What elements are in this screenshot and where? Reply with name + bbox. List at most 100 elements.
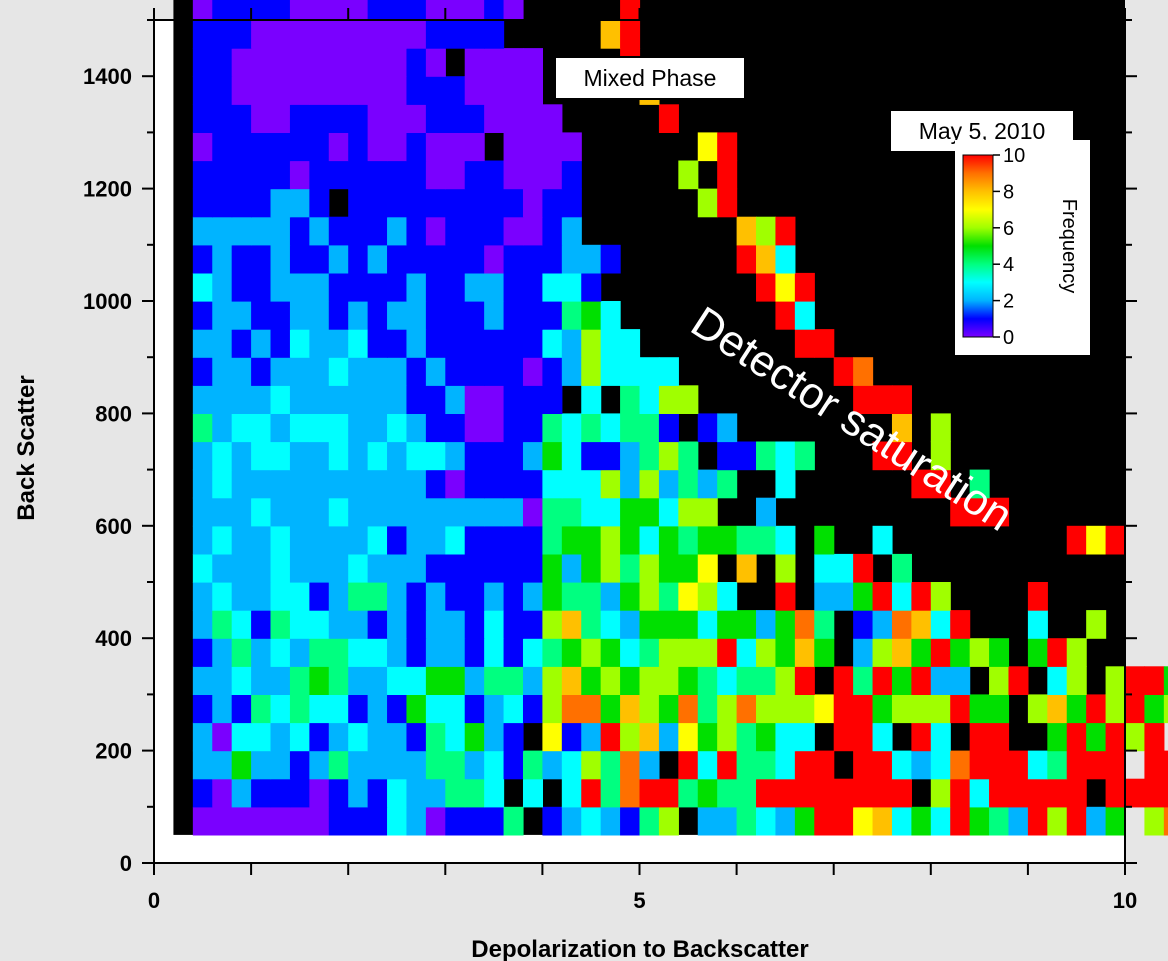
heatmap-cell — [387, 0, 408, 21]
heatmap-cell — [270, 722, 291, 752]
heatmap-cell — [328, 357, 349, 386]
heatmap-cell — [833, 582, 854, 611]
heatmap-cell — [1105, 750, 1126, 780]
heatmap-cell — [387, 525, 408, 555]
heatmap-cell — [561, 722, 582, 752]
heatmap-cell — [658, 722, 679, 752]
heatmap-cell — [212, 469, 233, 499]
heatmap-cell — [775, 722, 796, 752]
heatmap-cell — [270, 638, 291, 667]
heatmap-cell — [464, 160, 485, 190]
heatmap-cell — [522, 638, 543, 667]
y-tick-label: 1400 — [83, 64, 132, 89]
heatmap-cell — [367, 582, 388, 611]
heatmap-cell — [542, 329, 563, 358]
heatmap-cell — [212, 244, 233, 274]
heatmap-cell — [833, 666, 854, 695]
heatmap-cell — [192, 610, 213, 639]
heatmap-cell — [348, 722, 369, 752]
heatmap-cell — [484, 0, 505, 21]
heatmap-cell — [309, 188, 330, 218]
heatmap-cell — [872, 722, 893, 752]
heatmap-cell — [212, 750, 233, 780]
heatmap-cell — [736, 638, 757, 667]
heatmap-cell — [814, 694, 835, 724]
heatmap-cell — [620, 469, 641, 499]
heatmap-cell — [620, 329, 641, 358]
y-tick-label: 0 — [120, 851, 132, 876]
heatmap-cell — [1163, 666, 1168, 695]
heatmap-cell — [328, 497, 349, 527]
heatmap-cell — [425, 48, 446, 77]
heatmap-cell — [678, 750, 699, 780]
heatmap-cell — [658, 413, 679, 443]
heatmap-cell — [425, 329, 446, 358]
heatmap-cell — [231, 750, 252, 780]
heatmap-cell — [989, 806, 1010, 836]
heatmap-cell — [387, 188, 408, 218]
heatmap-cell — [328, 469, 349, 499]
heatmap-cell — [406, 76, 427, 105]
heatmap-cell — [348, 806, 369, 836]
heatmap-cell — [561, 806, 582, 836]
heatmap-cell — [406, 132, 427, 162]
heatmap-cell — [464, 441, 485, 471]
heatmap-cell — [581, 750, 602, 780]
heatmap-cell — [464, 806, 485, 836]
heatmap-cell — [406, 553, 427, 583]
heatmap-cell — [620, 750, 641, 780]
heatmap-cell — [794, 610, 815, 639]
heatmap-cell — [231, 48, 252, 77]
heatmap-cell — [717, 132, 738, 162]
heatmap-cell — [542, 666, 563, 695]
heatmap-cell — [911, 638, 932, 667]
heatmap-cell — [1086, 610, 1107, 639]
heatmap-cell — [309, 160, 330, 190]
heatmap-cell — [445, 160, 466, 190]
heatmap-cell — [212, 132, 233, 162]
heatmap-cell — [212, 272, 233, 302]
heatmap-cell — [969, 778, 990, 808]
heatmap-cell — [367, 244, 388, 274]
heatmap-cell — [406, 160, 427, 190]
heatmap-cell — [328, 104, 349, 133]
heatmap-cell — [387, 441, 408, 471]
heatmap-cell — [212, 638, 233, 667]
heatmap-cell — [620, 413, 641, 443]
heatmap-cell — [697, 610, 718, 639]
heatmap-cell — [309, 76, 330, 105]
heatmap-cell — [581, 413, 602, 443]
heatmap-cell — [678, 666, 699, 695]
heatmap-cell — [270, 244, 291, 274]
heatmap-cell — [231, 666, 252, 695]
heatmap-cell — [1066, 722, 1087, 752]
heatmap-cell — [212, 76, 233, 105]
heatmap-cell — [1047, 722, 1068, 752]
heatmap-cell — [425, 778, 446, 808]
heatmap-cell — [445, 413, 466, 443]
heatmap-cell — [367, 638, 388, 667]
heatmap-cell — [289, 694, 310, 724]
heatmap-cell — [212, 525, 233, 555]
heatmap-cell — [289, 160, 310, 190]
heatmap-cell — [697, 666, 718, 695]
heatmap-cell — [328, 48, 349, 77]
heatmap-cell — [620, 357, 641, 386]
heatmap-cell — [717, 610, 738, 639]
heatmap-cell — [1086, 722, 1107, 752]
heatmap-cell — [542, 525, 563, 555]
heatmap-cell — [484, 104, 505, 133]
heatmap-cell — [522, 553, 543, 583]
heatmap-cell — [289, 216, 310, 246]
heatmap-cell — [717, 750, 738, 780]
heatmap-cell — [251, 385, 272, 414]
heatmap-cell — [425, 525, 446, 555]
heatmap-cell — [581, 244, 602, 274]
heatmap-cell — [387, 329, 408, 358]
heatmap-cell — [425, 806, 446, 836]
heatmap-cell — [600, 610, 621, 639]
heatmap-cell — [678, 722, 699, 752]
heatmap-cell — [251, 76, 272, 105]
heatmap-cell — [231, 301, 252, 330]
heatmap-cell — [289, 272, 310, 302]
